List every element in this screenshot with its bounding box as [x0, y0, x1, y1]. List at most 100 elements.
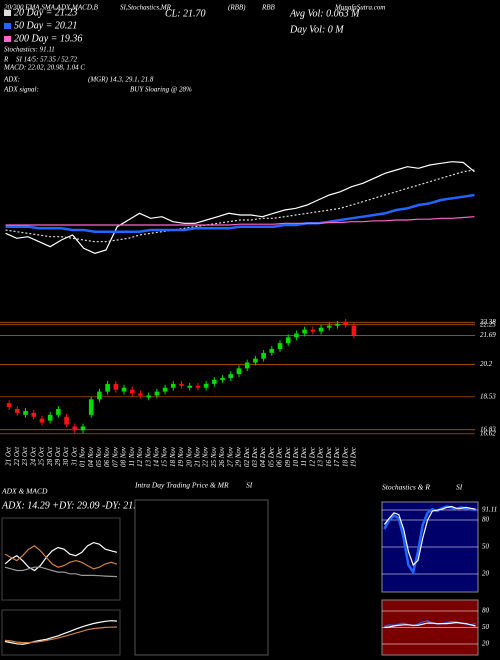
candle-body — [23, 410, 28, 415]
y-tick-label: 80 — [482, 516, 490, 524]
annotation: R — [3, 56, 9, 64]
candle-body — [294, 333, 299, 338]
x-tick-label: 03 Dec — [251, 446, 259, 467]
panel-background — [134, 499, 269, 656]
x-tick-label: 16 Dec — [325, 446, 333, 467]
y-tick-label: 20 — [482, 570, 490, 578]
candle-body — [113, 383, 119, 390]
x-tick-label: 07 Nov — [111, 446, 119, 467]
x-tick-label: 18 Dec — [341, 446, 349, 467]
legend-label: 20 Day = 21.23 — [14, 7, 77, 18]
candle-body — [6, 403, 12, 408]
x-tick-label: 13 Nov — [144, 446, 152, 467]
x-tick-label: 10 Dec — [292, 446, 300, 467]
x-tick-label: 20 Nov — [185, 446, 193, 467]
annotation: SI,Stochastics,MR — [120, 4, 172, 12]
candle-body — [351, 325, 357, 336]
series-line — [383, 505, 476, 567]
y-tick-label: 18.53 — [480, 392, 496, 400]
candle-body — [56, 409, 61, 415]
candle-body — [220, 378, 225, 380]
candle-body — [162, 387, 168, 392]
annotation: Day Vol: 0 M — [289, 24, 344, 35]
x-tick-label: 04 Nov — [87, 446, 95, 467]
candle-body — [302, 329, 307, 334]
y-tick-label: 20.2 — [480, 360, 493, 368]
candle-body — [228, 374, 234, 379]
candle-body — [105, 383, 110, 392]
annotation: Stochastics: 91.11 — [4, 46, 55, 54]
annotation: CL: 21.70 — [165, 8, 206, 19]
x-tick-label: 25 Nov — [210, 446, 218, 467]
annotation: 20/200 EMA,SMA,ADX,MACD,B — [4, 4, 99, 12]
panel-subtitle: ADX: 14.29 +DY: 29.09 -DY: 21.82 — [1, 500, 146, 511]
x-tick-label: 29 Oct — [54, 446, 62, 466]
x-tick-label: 19 Nov — [177, 446, 185, 467]
x-tick-label: 04 Dec — [259, 446, 267, 467]
x-tick-label: 11 Dec — [300, 446, 308, 466]
candle-body — [253, 358, 258, 363]
x-tick-label: 15 Nov — [161, 446, 169, 467]
legend-swatch — [4, 23, 11, 29]
annotation: (RBB) — [228, 4, 246, 12]
annotation: (MGR) 14.3, 29.1, 21.8 — [88, 76, 154, 84]
candle-body — [203, 383, 209, 388]
x-tick-label: 06 Nov — [103, 446, 111, 467]
candle-body — [97, 391, 102, 400]
x-tick-label: 19 Dec — [350, 446, 358, 467]
x-tick-label: 09 Dec — [284, 446, 292, 467]
panel-title: Intra Day Trading Price & MR — [134, 481, 229, 490]
candle-body — [154, 391, 160, 396]
x-tick-label: 27 Nov — [226, 446, 234, 467]
annotation: BUY Sloaring @ 28% — [130, 86, 192, 94]
x-tick-label: 21 Nov — [194, 446, 202, 467]
annotation: MunafaSutra.com — [334, 4, 385, 12]
candle-body — [187, 385, 193, 388]
panel-title: Stochastics & R — [382, 483, 430, 492]
candle-body — [343, 321, 348, 325]
x-tick-label: 21 Oct — [5, 446, 13, 466]
candle-body — [15, 409, 20, 413]
candle-body — [64, 416, 69, 425]
legend-swatch — [4, 10, 11, 16]
candle-body — [72, 426, 78, 431]
panel-subtitle: SI — [456, 483, 463, 492]
y-tick-label: 50 — [482, 623, 490, 631]
series-line — [4, 620, 118, 645]
annotation: ADX signal: — [3, 86, 39, 94]
candle-body — [121, 387, 127, 392]
x-tick-label: 24 Oct — [29, 446, 37, 466]
candle-body — [310, 329, 316, 332]
annotation: SI 14/5: 57.35 / 52.72 — [16, 56, 78, 64]
x-tick-label: 02 Dec — [243, 446, 251, 467]
annotation: ADX: — [3, 76, 20, 84]
y-tick-label: 21.69 — [480, 331, 496, 339]
candle-body — [31, 412, 37, 417]
candle-body — [335, 323, 340, 326]
series-line — [4, 566, 118, 578]
annotation: MACD: 22.02, 20.98, 1.04 C — [3, 64, 85, 72]
y-tick-label: 16.62 — [480, 429, 496, 437]
candle-body — [318, 327, 324, 332]
x-tick-label: 31 Oct — [70, 446, 78, 467]
series-line — [5, 216, 475, 226]
x-tick-label: 23 Oct — [21, 446, 29, 466]
x-tick-label: 28 Oct — [46, 446, 54, 466]
candle-body — [129, 389, 135, 394]
candle-body — [138, 393, 143, 396]
x-tick-label: 22 Oct — [13, 446, 21, 466]
y-tick-label: 22.25 — [480, 320, 496, 328]
panel-background — [1, 517, 121, 601]
candle-body — [244, 362, 250, 369]
candle-body — [170, 383, 176, 388]
legend-label: 50 Day = 20.21 — [14, 20, 77, 31]
series-line — [5, 161, 475, 254]
y-tick-label: 50 — [482, 543, 490, 551]
candle-body — [88, 399, 94, 415]
x-tick-label: 13 Dec — [317, 446, 325, 467]
x-tick-label: 06 Dec — [276, 446, 284, 467]
series-line — [4, 541, 118, 572]
panel-subtitle: SI — [246, 481, 253, 490]
x-tick-label: 25 Oct — [38, 446, 46, 466]
